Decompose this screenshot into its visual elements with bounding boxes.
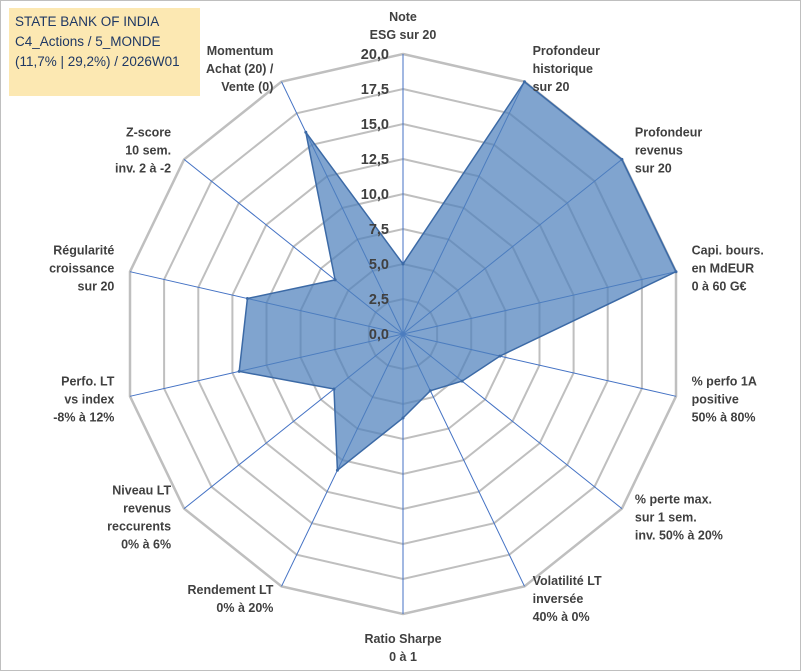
category-label-line: positive [692,392,739,406]
category-label-line: Ratio Sharpe [364,632,441,646]
category-label: Perfo. LT vs index -8% à 12% [53,374,115,424]
category-label: Régularité croissance sur 20 [49,244,114,294]
category-label: % perfo 1A positive 50% à 80% [692,374,757,424]
category-label-line: inversée [533,592,584,606]
series-point [332,387,336,391]
series-point [333,278,337,282]
category-label: Momentum Achat (20) / Vente (0) [206,44,274,94]
category-label-line: revenus [635,144,683,158]
tick-label: 2,5 [369,292,389,308]
category-label: Profondeur revenus sur 20 [635,126,702,176]
category-label-line: Profondeur [635,126,702,140]
tick-label: 10,0 [361,187,389,203]
category-label-line: Volatilité LT [533,574,602,588]
category-label: Volatilité LT inversée 40% à 0% [533,574,602,624]
category-label-line: 0 à 60 G€ [692,280,747,294]
tick-label: 0,0 [369,327,389,343]
category-label-line: Capi. bours. [692,244,764,258]
series-point [620,157,624,161]
category-label-line: Vente (0) [221,80,273,94]
category-label-line: 40% à 0% [533,610,590,624]
category-label: Niveau LT revenus reccurents 0% à 6% [107,483,171,551]
tick-label: 5,0 [369,257,389,273]
title-company: STATE BANK OF INDIA [15,14,160,29]
category-label-line: Achat (20) / [206,62,274,76]
category-label: Z-score 10 sem. inv. 2 à -2 [115,126,171,176]
category-label-line: Perfo. LT [61,374,115,388]
category-label-line: % perfo 1A [692,374,757,388]
radar-series [237,80,678,472]
category-label-line: 0 à 1 [389,650,417,664]
series-point [304,130,308,134]
category-label-line: Profondeur [533,44,600,58]
category-label-line: Rendement LT [188,583,274,597]
tick-label: 15,0 [361,117,389,133]
category-label-line: -8% à 12% [53,410,114,424]
category-label: % perte max. sur 1 sem. inv. 50% à 20% [635,492,723,542]
tick-label: 7,5 [369,222,389,238]
category-label-line: reccurents [107,519,171,533]
category-label-line: en MdEUR [692,262,755,276]
tick-label: 20,0 [361,47,389,63]
series-point [335,468,339,472]
category-label-line: % perte max. [635,492,712,506]
category-label: Ratio Sharpe 0 à 1 [364,632,441,664]
category-labels: Note ESG sur 20 Profondeur historique sur 20… [49,10,764,664]
category-label-line: inv. 50% à 20% [635,528,723,542]
series-point [674,270,678,274]
category-label-line: 0% à 6% [121,537,171,551]
series-point [498,354,502,358]
category-label: Profondeur historique sur 20 [533,44,600,94]
category-label: Note ESG sur 20 [370,10,437,42]
category-label-line: 50% à 80% [692,410,756,424]
category-label-line: sur 20 [635,162,672,176]
title-box: STATE BANK OF INDIA C4_Actions / 5_MONDE… [9,8,200,96]
category-label-line: 10 sem. [125,144,171,158]
category-label-line: vs index [64,392,114,406]
tick-label: 17,5 [361,82,389,98]
category-label-line: sur 1 sem. [635,510,697,524]
category-label-line: inv. 2 à -2 [115,162,171,176]
category-label-line: sur 20 [533,80,570,94]
category-label-line: Note [389,10,417,24]
radial-tick-labels: 0,0 2,5 5,0 7,5 10,0 12,5 15,0 17,5 20,0 [361,47,389,343]
category-label-line: croissance [49,262,114,276]
series-point [401,416,405,420]
category-label-line: 0% à 20% [216,601,273,615]
series-point [523,80,526,84]
category-label-line: historique [533,62,593,76]
category-label: Capi. bours. en MdEUR 0 à 60 G€ [692,244,764,294]
series-point [245,297,249,300]
category-label-line: revenus [123,501,171,515]
category-label-line: sur 20 [78,280,115,294]
category-label: Rendement LT 0% à 20% [188,583,274,615]
category-label-line: Régularité [53,244,114,258]
category-label-line: Z-score [126,126,171,140]
category-label-line: ESG sur 20 [370,28,437,42]
tick-label: 12,5 [361,152,389,168]
title-category: C4_Actions / 5_MONDE [15,34,161,49]
category-label-line: Niveau LT [112,483,171,497]
series-point [401,262,405,266]
series-point [428,389,432,393]
title-period: (11,7% | 29,2%) / 2026W01 [15,54,180,69]
series-point [460,379,464,383]
series-point [237,369,241,373]
category-label-line: Momentum [207,44,274,58]
